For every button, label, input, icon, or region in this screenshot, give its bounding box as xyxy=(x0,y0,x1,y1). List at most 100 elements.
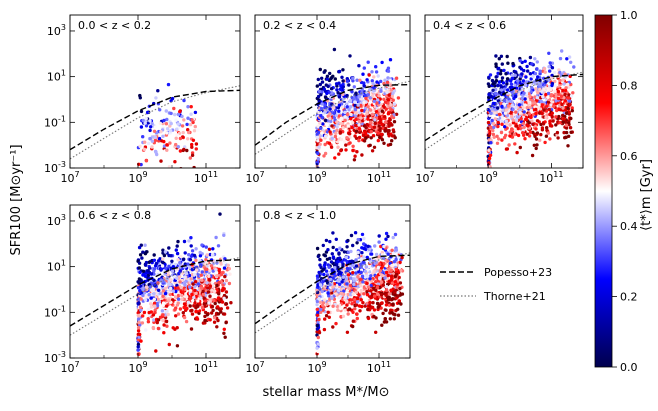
scatter-point xyxy=(167,165,172,168)
scatter-point xyxy=(208,284,212,288)
scatter-point xyxy=(346,292,350,297)
scatter-point xyxy=(376,138,380,143)
scatter-point xyxy=(366,274,370,279)
scatter-point xyxy=(515,150,519,155)
scatter-point xyxy=(501,81,506,85)
scatter-point xyxy=(321,122,325,126)
scatter-point xyxy=(562,117,566,121)
scatter-point xyxy=(384,303,389,307)
scatter-point xyxy=(137,352,141,357)
scatter-point xyxy=(360,108,364,113)
scatter-point xyxy=(393,232,398,237)
scatter-point xyxy=(372,286,376,290)
scatter-point xyxy=(330,124,334,128)
scatter-point xyxy=(557,107,561,112)
scatter-point xyxy=(173,308,177,312)
scatter-point xyxy=(349,112,353,117)
scatter-point xyxy=(527,134,532,138)
scatter-point xyxy=(365,112,369,116)
scatter-point xyxy=(554,99,558,103)
scatter-point xyxy=(343,118,347,123)
scatter-point xyxy=(496,106,500,110)
scatter-point xyxy=(332,47,337,52)
scatter-point xyxy=(541,95,545,99)
scatter-point xyxy=(193,288,197,293)
scatter-point xyxy=(220,300,225,304)
scatter-point xyxy=(147,310,151,315)
scatter-point xyxy=(178,136,183,141)
scatter-point xyxy=(361,280,365,284)
scatter-point xyxy=(534,87,538,91)
y-tick-label: 101 xyxy=(47,69,66,84)
scatter-point xyxy=(154,96,158,100)
colorbar-tick-label: 0.6 xyxy=(620,150,638,163)
scatter-point xyxy=(170,269,175,273)
scatter-point xyxy=(518,58,522,63)
scatter-point xyxy=(156,326,161,331)
scatter-point xyxy=(521,131,525,135)
y-tick-label: 103 xyxy=(47,23,66,38)
scatter-point xyxy=(493,117,497,121)
scatter-point xyxy=(504,72,508,76)
scatter-point xyxy=(373,118,377,122)
scatter-point xyxy=(222,296,226,300)
scatter-point xyxy=(174,142,178,147)
scatter-point xyxy=(331,255,336,259)
scatter-point xyxy=(386,273,390,278)
scatter-point xyxy=(333,274,337,278)
scatter-point xyxy=(382,81,386,86)
scatter-point xyxy=(387,134,391,138)
scatter-point xyxy=(146,320,151,324)
scatter-point xyxy=(137,266,141,270)
scatter-point xyxy=(522,110,526,114)
scatter-point xyxy=(224,290,229,294)
x-tick-label: 1011 xyxy=(367,170,391,185)
scatter-point xyxy=(151,171,154,174)
scatter-point xyxy=(371,81,375,86)
scatter-point xyxy=(190,142,194,147)
scatter-point xyxy=(546,78,551,83)
scatter-points xyxy=(315,231,405,356)
scatter-point xyxy=(351,324,355,329)
scatter-point xyxy=(396,307,400,311)
scatter-point xyxy=(142,291,147,295)
scatter-point xyxy=(326,310,330,314)
x-tick-label: 107 xyxy=(245,360,264,375)
scatter-point xyxy=(137,277,142,281)
scatter-point xyxy=(388,142,393,147)
scatter-point xyxy=(505,82,509,86)
scatter-point xyxy=(360,251,364,255)
scatter-point xyxy=(569,116,573,121)
scatter-point xyxy=(394,257,398,262)
scatter-point xyxy=(208,318,212,322)
scatter-point xyxy=(557,68,561,72)
scatter-point xyxy=(387,124,391,128)
scatter-point xyxy=(390,114,394,119)
scatter-point xyxy=(502,87,507,91)
scatter-point xyxy=(178,110,182,114)
scatter-point xyxy=(188,288,193,293)
scatter-point xyxy=(322,327,327,332)
scatter-point xyxy=(186,128,190,132)
scatter-point xyxy=(205,313,210,317)
scatter-point xyxy=(558,120,562,125)
scatter-point xyxy=(180,124,185,128)
scatter-point xyxy=(393,280,398,284)
scatter-point xyxy=(151,318,156,322)
scatter-point xyxy=(529,115,533,119)
colorbar-gradient xyxy=(594,14,613,368)
scatter-point xyxy=(391,91,395,95)
scatter-point xyxy=(335,140,340,144)
x-tick-label: 107 xyxy=(60,360,79,375)
scatter-point xyxy=(392,102,397,106)
scatter-point xyxy=(524,117,528,122)
scatter-point xyxy=(186,300,190,304)
scatter-point xyxy=(570,106,574,110)
panel-4: 0.6 < z < 0.8 107 109 1011 10-3 10-1 101 103 xyxy=(44,204,241,375)
scatter-point xyxy=(524,100,528,105)
scatter-point xyxy=(362,84,366,88)
scatter-point xyxy=(320,102,324,106)
scatter-point xyxy=(220,288,224,293)
scatter-point xyxy=(563,99,567,103)
scatter-point xyxy=(491,125,496,130)
